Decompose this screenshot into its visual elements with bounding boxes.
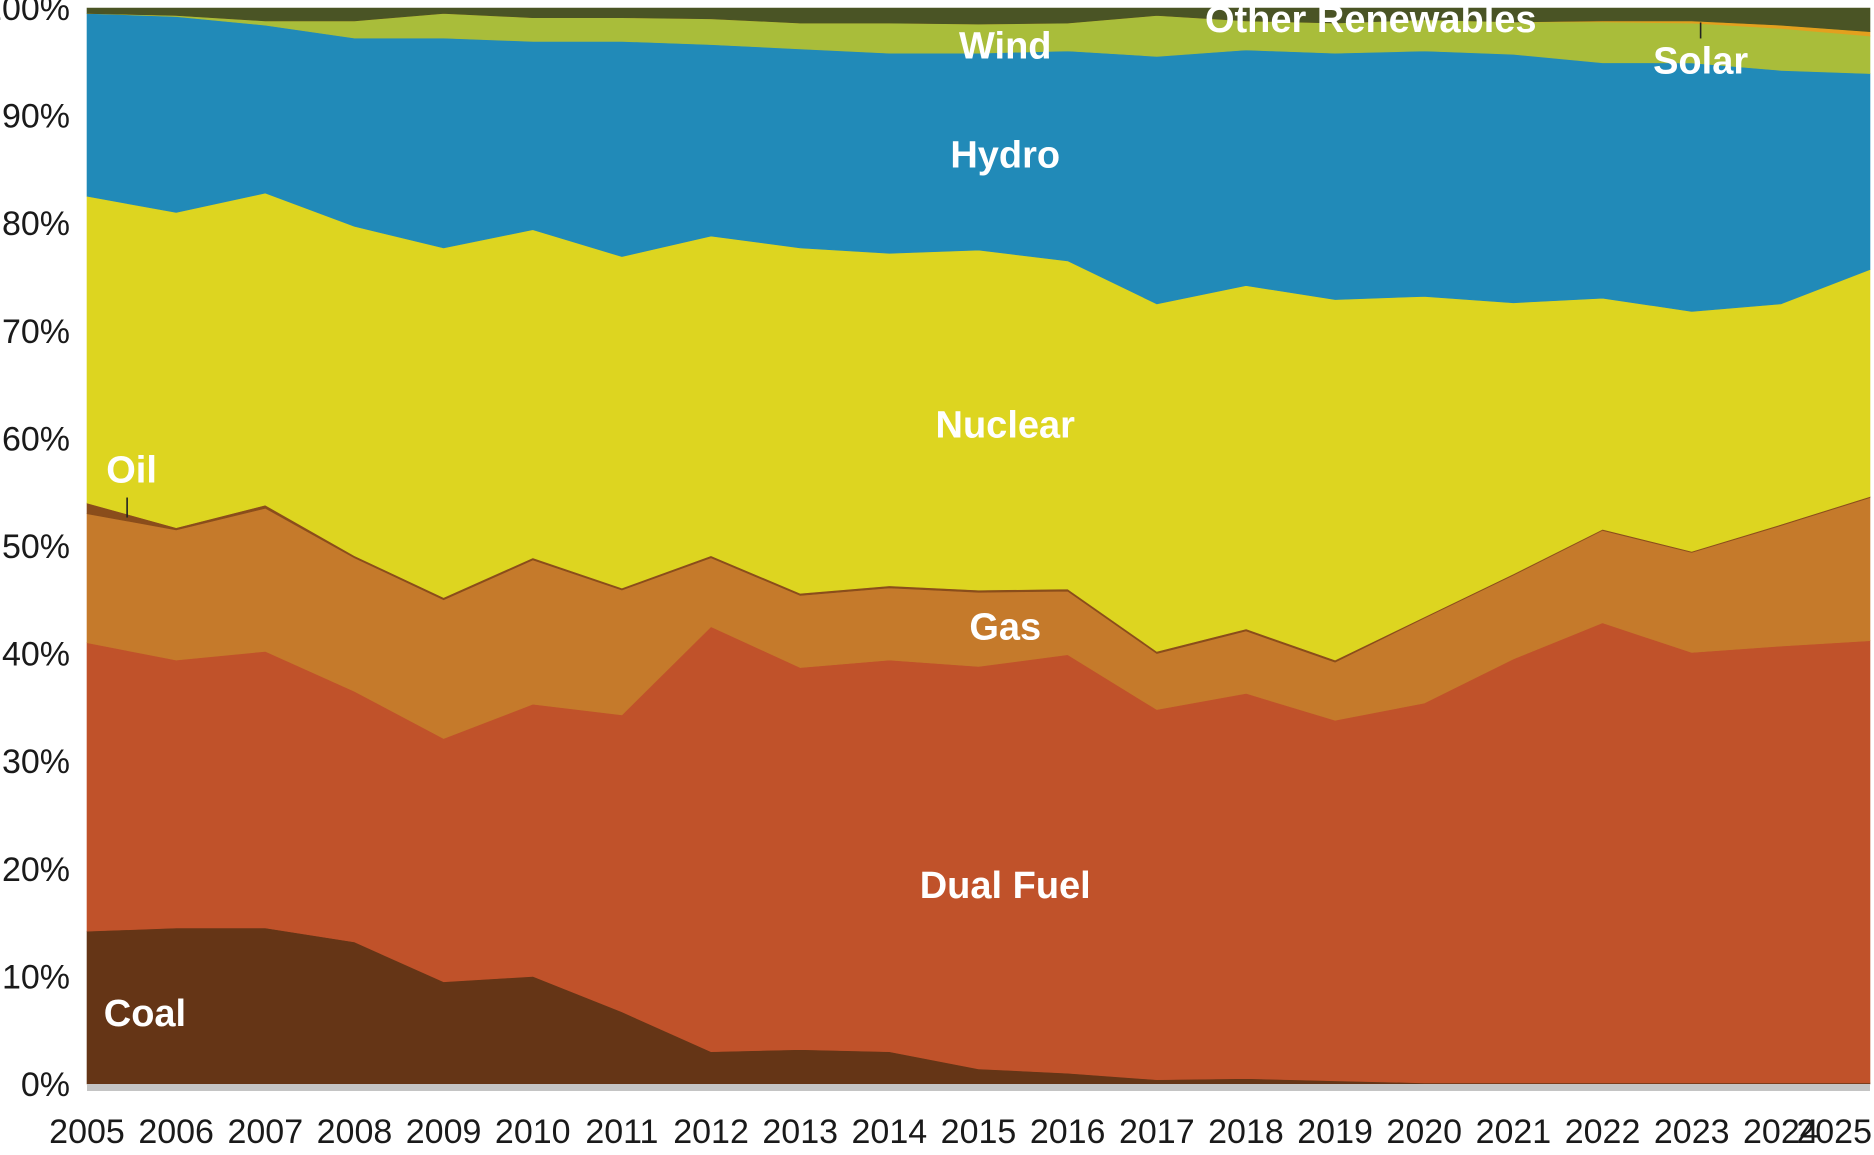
- y-tick-0: 0%: [21, 1066, 70, 1104]
- label-dual-fuel: Dual Fuel: [920, 865, 1091, 907]
- x-tick-2024: 2024: [1743, 1113, 1819, 1151]
- x-tick-2015: 2015: [941, 1113, 1017, 1151]
- x-tick-2017: 2017: [1119, 1113, 1195, 1151]
- x-tick-2022: 2022: [1565, 1113, 1641, 1151]
- y-tick-20: 20%: [2, 851, 70, 889]
- x-tick-2006: 2006: [138, 1113, 214, 1151]
- label-wind: Wind: [959, 26, 1052, 68]
- x-tick-2008: 2008: [317, 1113, 393, 1151]
- x-tick-2023: 2023: [1654, 1113, 1730, 1151]
- y-tick-50: 50%: [2, 528, 70, 566]
- leader-lines: [126, 22, 1702, 518]
- x-tick-2014: 2014: [852, 1113, 928, 1151]
- x-tick-2007: 2007: [227, 1113, 303, 1151]
- label-nuclear: Nuclear: [936, 404, 1076, 446]
- label-solar: Solar: [1653, 41, 1748, 83]
- x-tick-2025: 2025: [1796, 1113, 1872, 1151]
- y-tick-100: 100%: [0, 0, 70, 28]
- x-tick-2013: 2013: [762, 1113, 838, 1151]
- label-other-renewables: Other Renewables: [1205, 0, 1537, 41]
- x-tick-2012: 2012: [673, 1113, 749, 1151]
- y-tick-70: 70%: [2, 313, 70, 351]
- label-gas: Gas: [969, 607, 1041, 649]
- x-tick-2005: 2005: [49, 1113, 125, 1151]
- x-axis-ticks: 2005 2006 2007 2008 2009 2010 2011 2012 2013 2014…: [49, 1113, 1872, 1151]
- y-tick-80: 80%: [2, 205, 70, 243]
- label-hydro: Hydro: [950, 134, 1060, 176]
- x-tick-2021: 2021: [1476, 1113, 1552, 1151]
- x-axis-baseline: [87, 1084, 1870, 1091]
- x-tick-2009: 2009: [406, 1113, 482, 1151]
- x-tick-2020: 2020: [1386, 1113, 1462, 1151]
- y-tick-30: 30%: [2, 743, 70, 781]
- series-labels: Coal Dual Fuel Gas Oil Nuclear Hydro Wind Other…: [104, 0, 1749, 1035]
- area-other-renewables: [86, 7, 1871, 33]
- series-areas: [86, 7, 1871, 1085]
- x-tick-2019: 2019: [1297, 1113, 1373, 1151]
- x-tick-2018: 2018: [1208, 1113, 1284, 1151]
- x-tick-2011: 2011: [585, 1113, 658, 1151]
- label-oil: Oil: [106, 450, 157, 492]
- label-coal: Coal: [104, 993, 186, 1035]
- y-tick-60: 60%: [2, 420, 70, 458]
- x-tick-2010: 2010: [495, 1113, 571, 1151]
- x-tick-2016: 2016: [1030, 1113, 1106, 1151]
- baseline-bar: [87, 1084, 1870, 1091]
- y-tick-90: 90%: [2, 98, 70, 136]
- y-tick-10: 10%: [2, 958, 70, 996]
- y-axis-ticks: 0% 10% 20% 30% 40% 50% 60% 70% 80% 90% 100%: [0, 0, 70, 1104]
- y-tick-40: 40%: [2, 636, 70, 674]
